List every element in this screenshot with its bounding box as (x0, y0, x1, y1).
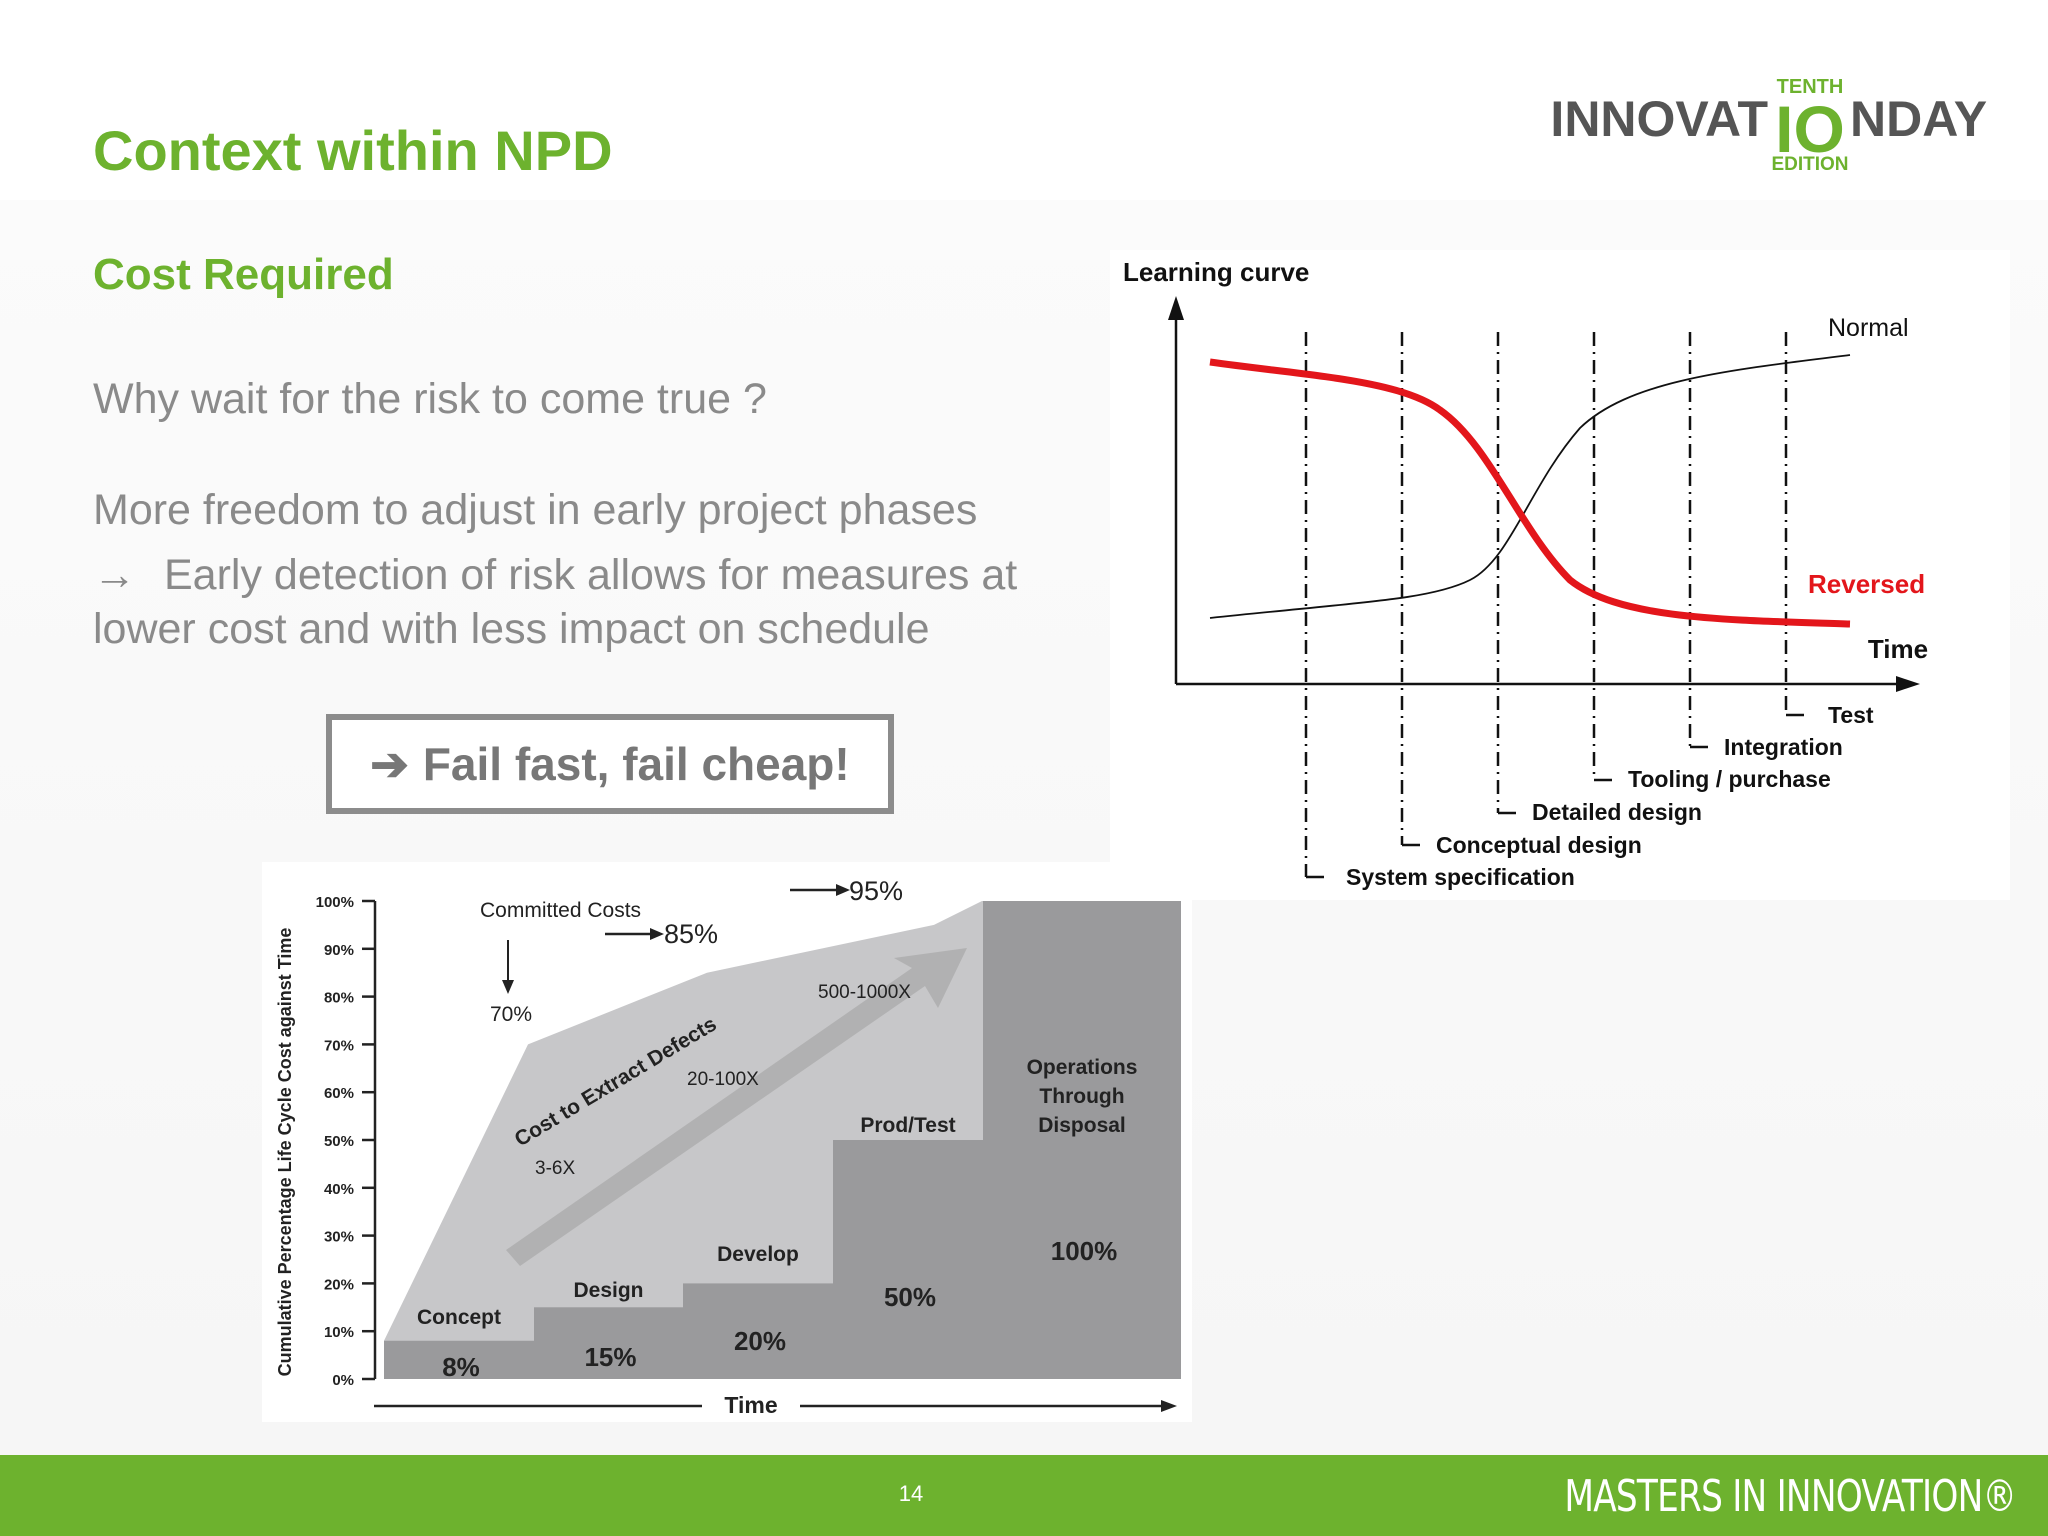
y-tick-label: 60% (324, 1085, 354, 1102)
multiplier-500-1000x: 500-1000X (818, 982, 911, 1003)
committed-95-label: 95% (849, 876, 903, 906)
phase-test: Test (1828, 702, 1874, 728)
phase-system-specification: System specification (1346, 864, 1575, 890)
phase-integration: Integration (1724, 734, 1843, 760)
phase-dividers (1304, 332, 1788, 877)
committed-95-arrow-head (836, 884, 850, 896)
fail-fast-callout: ➔ Fail fast, fail cheap! (326, 714, 894, 814)
paragraph-early-detection: → Early detection of risk allows for meas… (93, 548, 1093, 656)
phase-bar (833, 1140, 983, 1379)
y-tick-label: 80% (324, 990, 354, 1007)
phase-name-label: Prod/Test (860, 1114, 955, 1137)
committed-down-arrow-head (502, 980, 514, 994)
committed-costs-label: Committed Costs (480, 899, 641, 922)
phase-name-label: Concept (417, 1306, 501, 1329)
chart-x-axis-title: Time (724, 1392, 777, 1418)
early-detection-line-1: Early detection of risk allows for measu… (164, 551, 1018, 599)
defect-cost-arrow (506, 948, 967, 1266)
reversed-label: Reversed (1808, 569, 1925, 599)
x-axis-arrowhead (1896, 676, 1920, 692)
arrow-glyph: → (93, 551, 136, 599)
phase-detailed-design: Detailed design (1532, 799, 1702, 825)
callout-arrow-icon: ➔ (370, 738, 409, 790)
multiplier-3-6x: 3-6X (535, 1158, 575, 1179)
phase-tooling-purchase: Tooling / purchase (1628, 766, 1831, 792)
multiplier-20-100x: 20-100X (687, 1069, 759, 1090)
learning-curve-diagram: Learning curve Time System specification… (1110, 250, 2010, 900)
normal-curve (1209, 354, 1851, 619)
phase-value-label: 15% (584, 1342, 636, 1372)
phase-bar (683, 1283, 833, 1379)
phase-bar (983, 901, 1181, 1379)
y-tick-label: 50% (324, 1133, 354, 1150)
reversed-curve (1209, 358, 1851, 628)
logo-edition: EDITION (1771, 154, 1848, 175)
y-tick-label: 100% (316, 894, 354, 911)
phase-name-label: Design (573, 1279, 643, 1302)
y-tick-label: 40% (324, 1181, 354, 1198)
paragraph-more-freedom: More freedom to adjust in early project … (93, 486, 978, 534)
diagram-background (1110, 250, 2010, 900)
chart-y-axis-title: Cumulative Percentage Life Cycle Cost ag… (275, 928, 295, 1377)
y-tick-label: 90% (324, 942, 354, 959)
phase-name-label: Operations (1027, 1056, 1138, 1079)
life-cycle-cost-chart: Cumulative Percentage Life Cycle Cost ag… (262, 862, 1192, 1422)
committed-70-label: 70% (490, 1003, 532, 1026)
logo-nday: NDAY (1850, 91, 1987, 147)
slide-title: Context within NPD (93, 119, 613, 182)
phase-name-label: Develop (717, 1243, 799, 1266)
learning-curve-title: Learning curve (1123, 257, 1309, 287)
normal-label: Normal (1828, 314, 1909, 342)
early-detection-line-2: lower cost and with less impact on sched… (93, 605, 930, 653)
y-tick-label: 20% (324, 1276, 354, 1293)
chart-x-axis-arrowhead (1161, 1400, 1177, 1412)
committed-85-arrow-head (650, 928, 664, 940)
committed-85-label: 85% (664, 919, 718, 949)
phase-value-label: 50% (884, 1282, 936, 1312)
y-tick-label: 0% (332, 1372, 354, 1389)
x-axis-label: Time (1868, 634, 1928, 664)
logo-tenth: TENTH (1777, 76, 1844, 98)
y-tick-label: 70% (324, 1037, 354, 1054)
paragraph-why-wait: Why wait for the risk to come true ? (93, 375, 767, 423)
phase-name-label: Disposal (1038, 1114, 1126, 1137)
y-tick-label: 30% (324, 1229, 354, 1246)
logo-io: IO (1775, 92, 1845, 166)
phase-value-label: 100% (1051, 1236, 1118, 1266)
phase-name-label: Through (1039, 1085, 1124, 1108)
phase-bar-group: Concept 8% Design 15% Develop 20% Prod/Test 50%… (384, 901, 1181, 1382)
phase-value-label: 8% (442, 1352, 480, 1382)
brand-masters-in-innovation: MASTERS IN INNOVATION® (1564, 1471, 2016, 1522)
phase-bar (384, 1340, 534, 1379)
phase-leaders (1306, 713, 1804, 879)
phase-value-label: 20% (734, 1326, 786, 1356)
y-tick-label: 10% (324, 1324, 354, 1341)
phase-bar (534, 1307, 683, 1379)
footer-bar: 14 MASTERS IN INNOVATION® (0, 1455, 2048, 1536)
callout-text: Fail fast, fail cheap! (422, 738, 850, 790)
y-axis-arrowhead (1168, 296, 1184, 320)
y-tick-group: 0% 10% 20% 30% 40% 50% 60% 70% 80% 90% 100% (316, 894, 375, 1389)
page-number: 14 (898, 1481, 924, 1506)
phase-conceptual-design: Conceptual design (1436, 832, 1642, 858)
section-subtitle: Cost Required (93, 250, 394, 299)
innovation-day-logo: TENTH INNOVAT IO NDAY EDITION (1550, 76, 1987, 175)
logo-innovat: INNOVAT (1550, 91, 1768, 147)
